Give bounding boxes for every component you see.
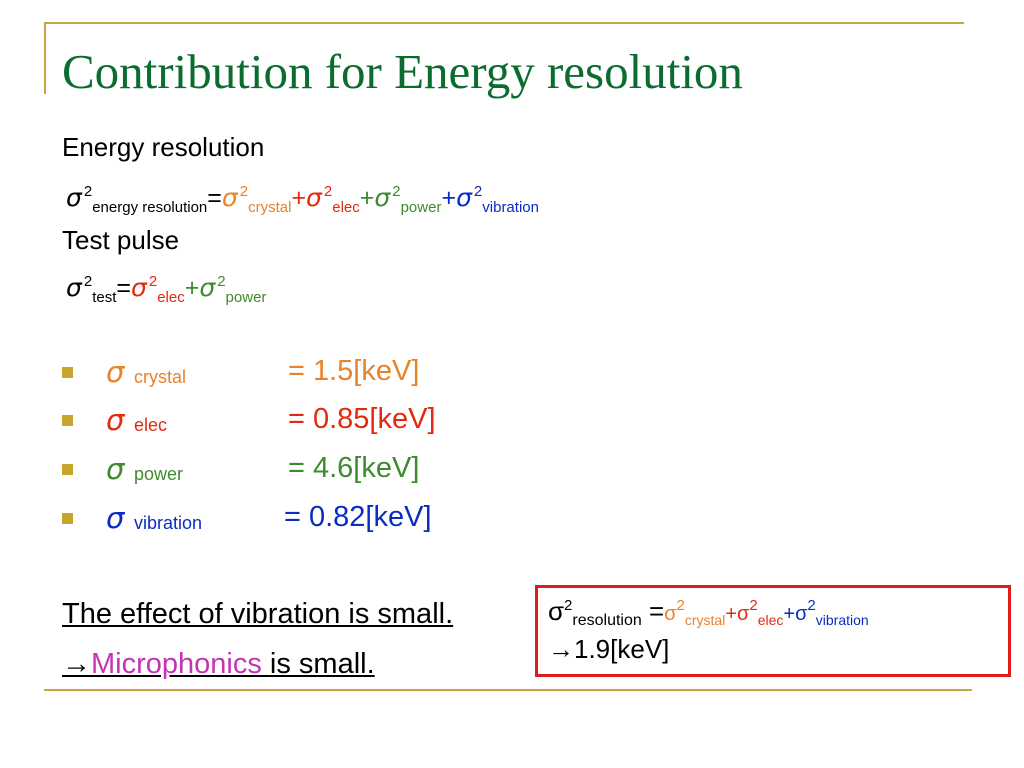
lhs-term: σ 2energy resolution [66, 183, 208, 216]
equals-sign: = [116, 274, 131, 302]
bullet-square-icon [62, 367, 73, 378]
lhs-term: σ 2test [66, 273, 117, 306]
equals-sign: = [207, 184, 222, 212]
bullet-value: = 0.82[keV] [284, 501, 432, 533]
result-formula: σ2resolution =σ2crystal+σ2elec+σ2vibrati… [548, 596, 869, 629]
energy-resolution-formula: σ 2energy resolution=σ 2crystal+σ 2elec+σ 2p… [66, 176, 539, 224]
crystal-term: σ2crystal [664, 597, 726, 628]
frame-top-rule [44, 22, 964, 24]
section-heading-energy-resolution: Energy resolution [62, 132, 265, 162]
conclusion-line-1: The effect of vibration is small. [62, 598, 454, 630]
bullet-square-icon [62, 513, 73, 524]
microphonics-text: Microphonics [91, 648, 270, 680]
elec-term: σ 2elec [131, 273, 185, 306]
bullet-square-icon [62, 464, 73, 475]
result-value: →1.9[keV] [548, 634, 670, 664]
arrow: → [62, 648, 91, 680]
bullet-value: = 1.5[keV] [288, 355, 420, 387]
bullet-value: = 4.6[keV] [288, 452, 420, 484]
bullet-value: = 0.85[keV] [288, 403, 436, 435]
power-term: +σ 2power [359, 183, 442, 216]
frame-bottom-rule [44, 689, 972, 691]
slide-title: Contribution for Energy resolution [62, 44, 743, 99]
bullet-square-icon [62, 415, 73, 426]
is-small-text: is small. [269, 648, 375, 680]
section-heading-test-pulse: Test pulse [62, 225, 180, 255]
elec-term: +σ2elec [725, 597, 784, 628]
frame-left-rule [44, 22, 46, 94]
conclusion-line-2: →Microphonics is small. [62, 647, 375, 681]
test-pulse-formula: σ 2test=σ 2elec+σ 2power [66, 266, 266, 314]
power-term: +σ 2power [184, 273, 267, 306]
result-box: σ2resolution =σ2crystal+σ2elec+σ2vibrati… [535, 585, 1011, 677]
vibration-term: +σ2vibration [783, 597, 869, 628]
